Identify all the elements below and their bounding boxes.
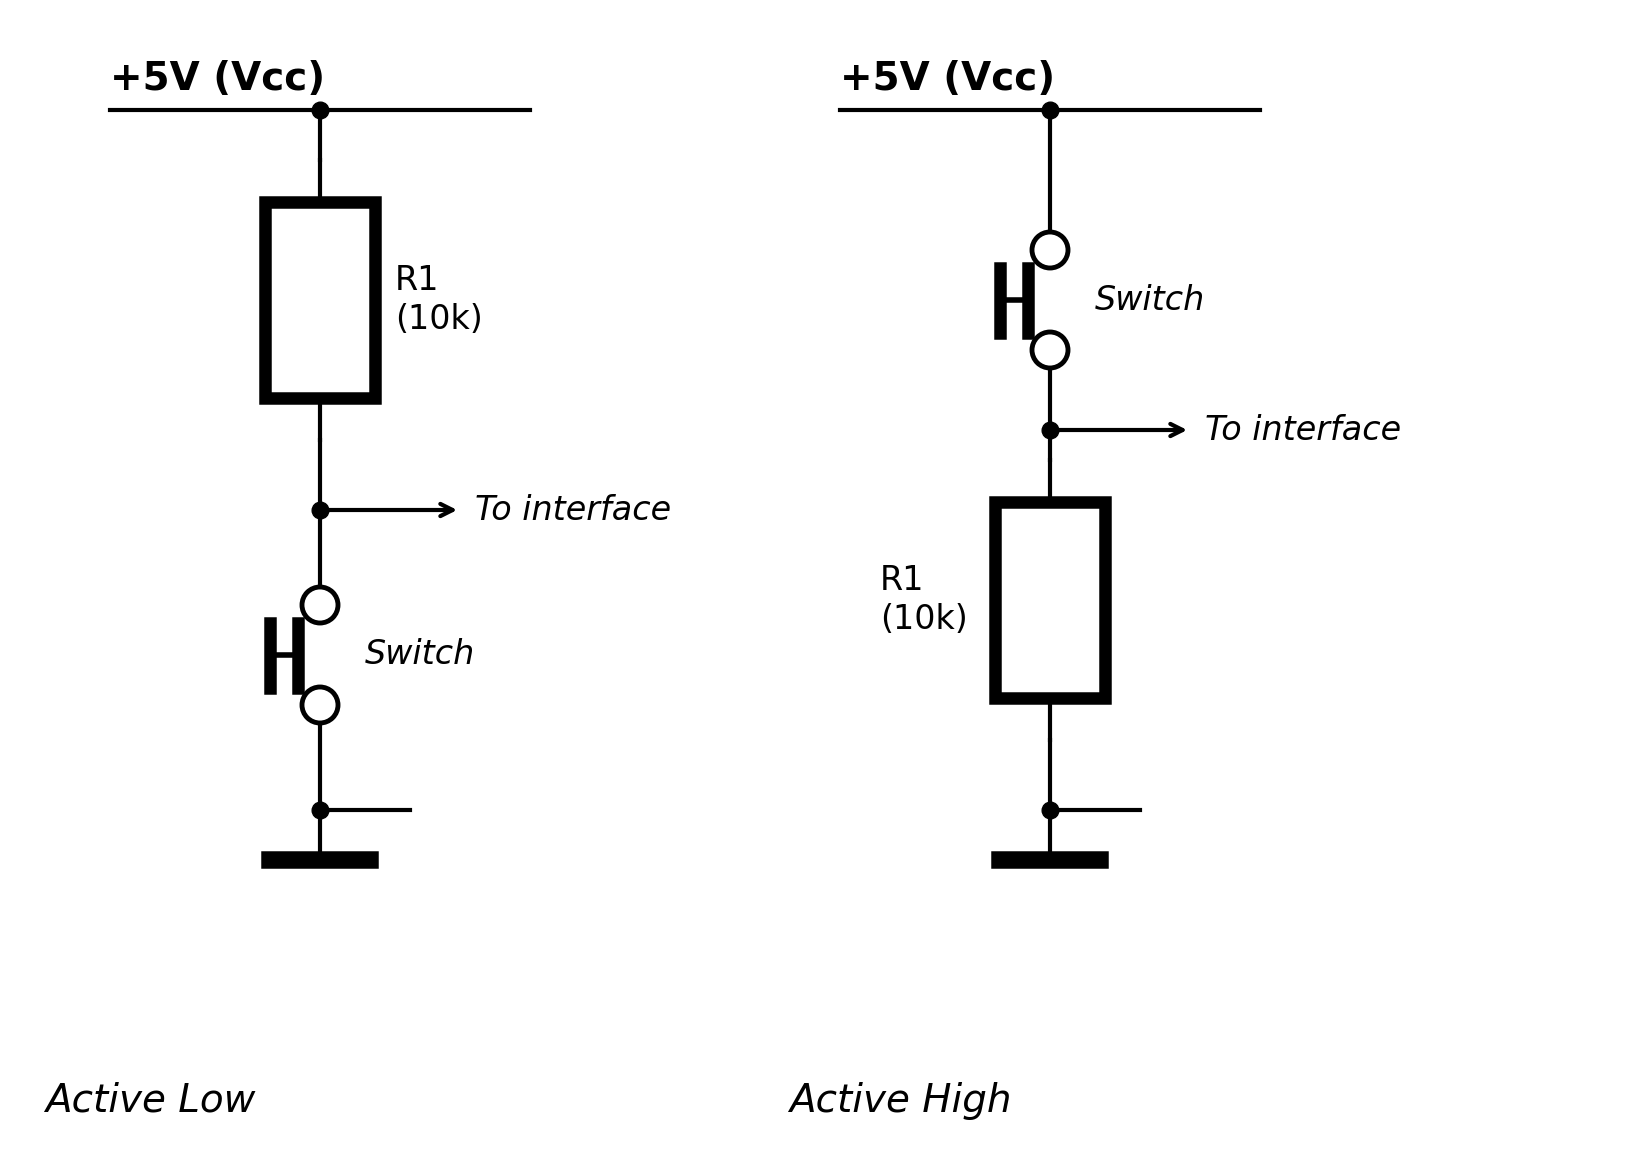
Text: Active Low: Active Low xyxy=(44,1082,255,1121)
Text: Switch: Switch xyxy=(365,638,476,672)
Text: R1
(10k): R1 (10k) xyxy=(395,264,482,335)
Text: R1
(10k): R1 (10k) xyxy=(881,565,968,636)
Text: To interface: To interface xyxy=(1205,413,1401,447)
Text: Active High: Active High xyxy=(788,1082,1011,1121)
Text: To interface: To interface xyxy=(476,493,672,527)
Circle shape xyxy=(1032,332,1068,368)
Text: +5V (Vcc): +5V (Vcc) xyxy=(839,60,1055,97)
Text: +5V (Vcc): +5V (Vcc) xyxy=(110,60,326,97)
Text: Switch: Switch xyxy=(1095,283,1205,317)
Circle shape xyxy=(301,687,337,723)
FancyBboxPatch shape xyxy=(265,202,375,398)
FancyBboxPatch shape xyxy=(994,502,1104,698)
Circle shape xyxy=(1032,232,1068,268)
Circle shape xyxy=(301,587,337,623)
